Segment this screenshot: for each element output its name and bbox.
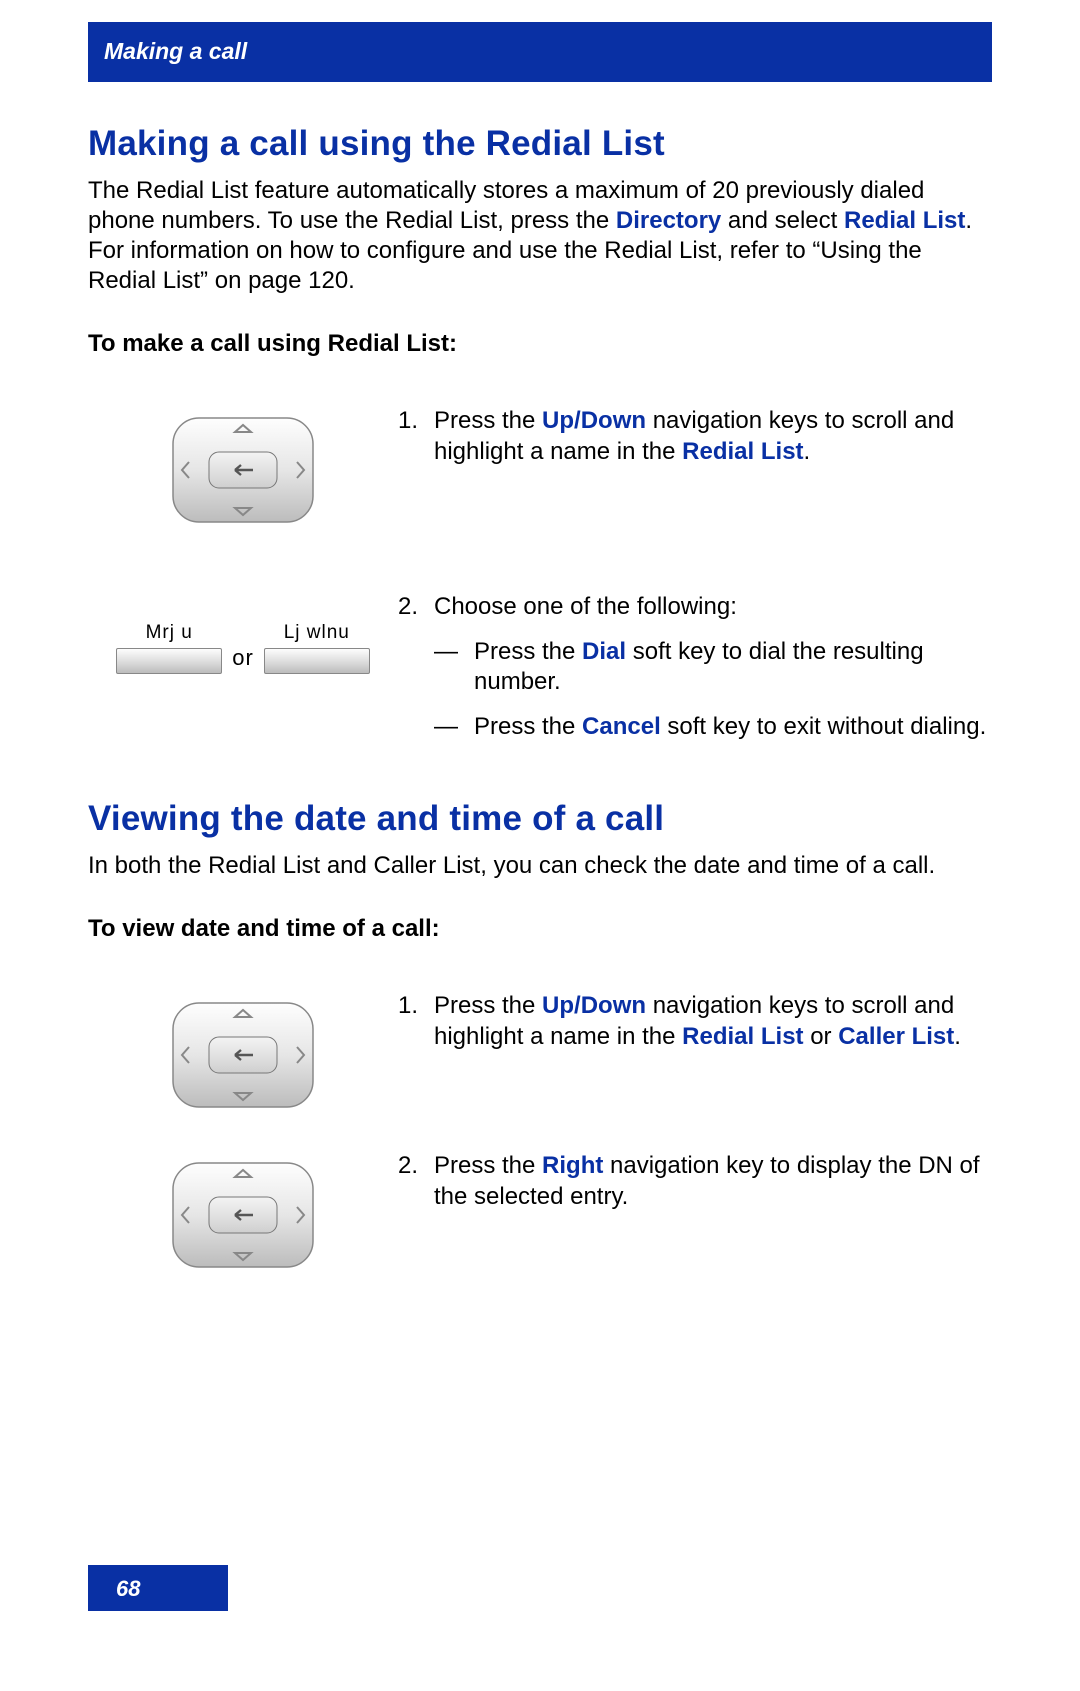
section2-step2: 2. Press the Right navigation key to dis…: [88, 1151, 992, 1271]
step-text: Press the Up/Down navigation keys to scr…: [434, 991, 992, 1052]
section1-subhead: To make a call using Redial List:: [88, 330, 992, 358]
navpad-icon: [169, 1159, 317, 1271]
step-number: 1.: [398, 406, 434, 467]
section1-heading: Making a call using the Redial List: [88, 124, 992, 164]
dash: —: [434, 637, 474, 698]
kw-cancel: Cancel: [582, 713, 661, 740]
kw-updown: Up/Down: [542, 407, 646, 434]
section2-intro: In both the Redial List and Caller List,…: [88, 851, 992, 881]
header-bar: Making a call: [88, 22, 992, 82]
section1-intro: The Redial List feature automatically st…: [88, 176, 992, 296]
navpad-icon: [169, 414, 317, 526]
softkey-left-label: Mrj u: [146, 622, 193, 644]
kw-updown: Up/Down: [542, 992, 646, 1019]
step-number: 1.: [398, 991, 434, 1052]
section2-subhead: To view date and time of a call:: [88, 915, 992, 943]
kw-dial: Dial: [582, 638, 626, 665]
section2-step1: 1. Press the Up/Down navigation keys to …: [88, 991, 992, 1111]
or-label: or: [232, 645, 254, 671]
step-lead: Choose one of the following:: [434, 592, 992, 623]
t: Press the: [474, 713, 582, 740]
footer-bar: 68: [88, 1565, 228, 1611]
intro-text-2: and select: [721, 207, 844, 234]
section1-step2: Mrj u or Lj wlnu 2. Choose one of the fo…: [88, 592, 992, 743]
kw-caller-list: Caller List: [838, 1023, 954, 1050]
page-number: 68: [116, 1576, 140, 1601]
kw-right: Right: [542, 1152, 603, 1179]
navpad-image-3: [88, 1151, 398, 1271]
step-number: 2.: [398, 1151, 434, 1212]
header-title: Making a call: [104, 38, 247, 64]
softkey-right-label: Lj wlnu: [284, 622, 350, 644]
section1-step1: 1. Press the Up/Down navigation keys to …: [88, 406, 992, 526]
bullet-text: Press the Dial soft key to dial the resu…: [474, 637, 992, 698]
t: or: [804, 1023, 839, 1050]
kw-redial-list: Redial List: [682, 1023, 803, 1050]
softkeys-image: Mrj u or Lj wlnu: [88, 592, 398, 674]
t: .: [804, 438, 811, 465]
kw-redial-list: Redial List: [682, 438, 803, 465]
dash: —: [434, 712, 474, 743]
t: Press the: [474, 638, 582, 665]
kw-directory: Directory: [616, 207, 721, 234]
step-text: Press the Right navigation key to displa…: [434, 1151, 992, 1212]
section2-heading: Viewing the date and time of a call: [88, 799, 992, 839]
t: Press the: [434, 407, 542, 434]
t: soft key to exit without dialing.: [661, 713, 987, 740]
navpad-icon: [169, 999, 317, 1111]
kw-redial-list: Redial List: [844, 207, 965, 234]
navpad-image-1: [88, 406, 398, 526]
navpad-image-2: [88, 991, 398, 1111]
t: .: [954, 1023, 961, 1050]
softkey-right-button: [264, 648, 370, 674]
step-text: Press the Up/Down navigation keys to scr…: [434, 406, 992, 467]
softkey-left-button: [116, 648, 222, 674]
bullet-text: Press the Cancel soft key to exit withou…: [474, 712, 986, 743]
t: Press the: [434, 992, 542, 1019]
t: Press the: [434, 1152, 542, 1179]
step-number: 2.: [398, 592, 434, 623]
